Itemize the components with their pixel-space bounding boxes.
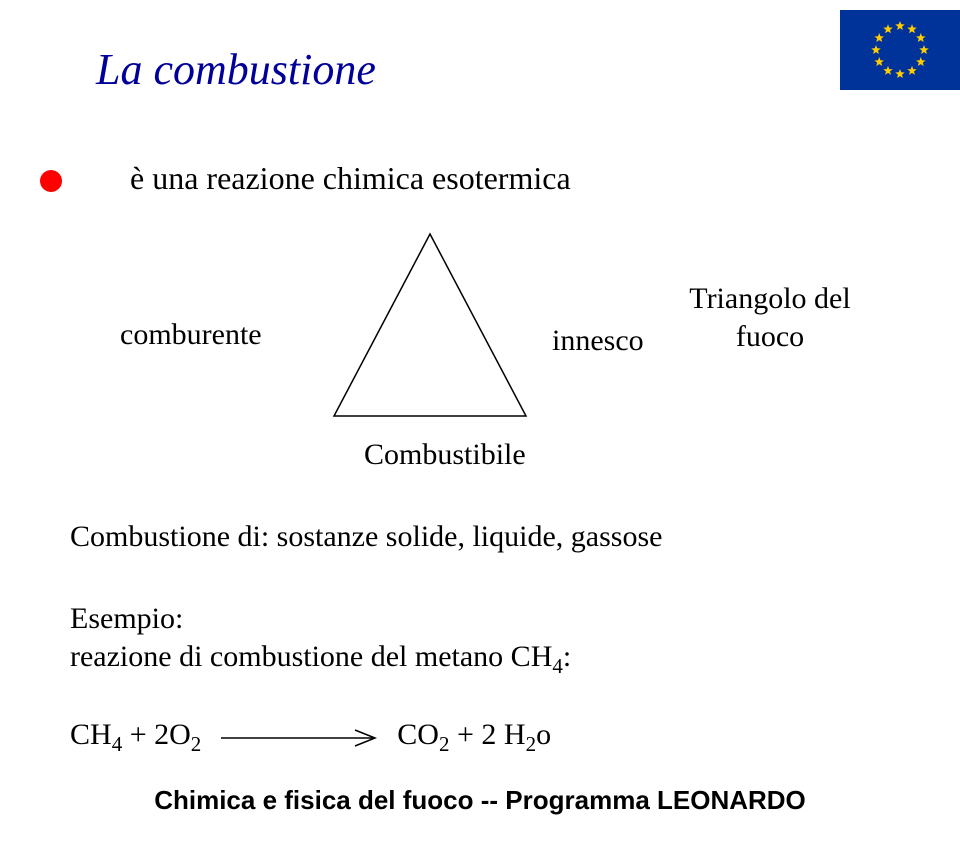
eq-rhs-a: CO <box>397 718 439 751</box>
eq-rhs: CO2 + 2 H2o <box>397 718 551 757</box>
footer-text: Chimica e fisica del fuoco -- Programma … <box>0 785 960 816</box>
page-title: La combustione <box>96 44 376 95</box>
triangolo-line2: fuoco <box>680 318 860 356</box>
eq-rhs-plus: + 2 H <box>449 718 525 751</box>
bullet-text: è una reazione chimica esotermica <box>130 160 571 197</box>
label-triangolo-del-fuoco: Triangolo del fuoco <box>680 280 860 355</box>
eq-lhs-a: CH <box>70 718 112 751</box>
text-combustione-di: Combustione di: sostanze solide, liquide… <box>70 520 662 554</box>
eq-lhs-b-sub: 2 <box>191 732 202 756</box>
equation: CH4 + 2O2 CO2 + 2 H2o <box>70 718 551 757</box>
label-comburente: comburente <box>120 318 262 352</box>
fire-triangle-diagram: comburente innesco Triangolo del fuoco C… <box>120 230 840 490</box>
bullet-icon <box>40 170 62 192</box>
eq-lhs: CH4 + 2O2 <box>70 718 201 757</box>
eq-rhs-b-sub: 2 <box>526 732 537 756</box>
eu-flag-icon <box>840 10 960 90</box>
triangle-icon <box>330 230 530 426</box>
eq-rhs-a-sub: 2 <box>439 732 450 756</box>
eq-lhs-plus: + 2O <box>122 718 191 751</box>
slide: La combustione è una reazione chimica es… <box>0 0 960 844</box>
label-innesco: innesco <box>552 324 644 358</box>
eq-rhs-tail: o <box>536 718 551 751</box>
esempio-line2: reazione di combustione del metano CH4: <box>70 638 571 679</box>
eq-lhs-a-sub: 4 <box>112 732 123 756</box>
label-combustibile: Combustibile <box>364 438 526 472</box>
esempio-line1: Esempio: <box>70 600 571 638</box>
esempio-block: Esempio: reazione di combustione del met… <box>70 600 571 679</box>
esempio-l2-post: : <box>563 640 571 673</box>
esempio-l2-pre: reazione di combustione del metano CH <box>70 640 552 673</box>
reaction-arrow-icon <box>219 726 379 750</box>
esempio-l2-sub: 4 <box>552 654 563 678</box>
triangolo-line1: Triangolo del <box>680 280 860 318</box>
